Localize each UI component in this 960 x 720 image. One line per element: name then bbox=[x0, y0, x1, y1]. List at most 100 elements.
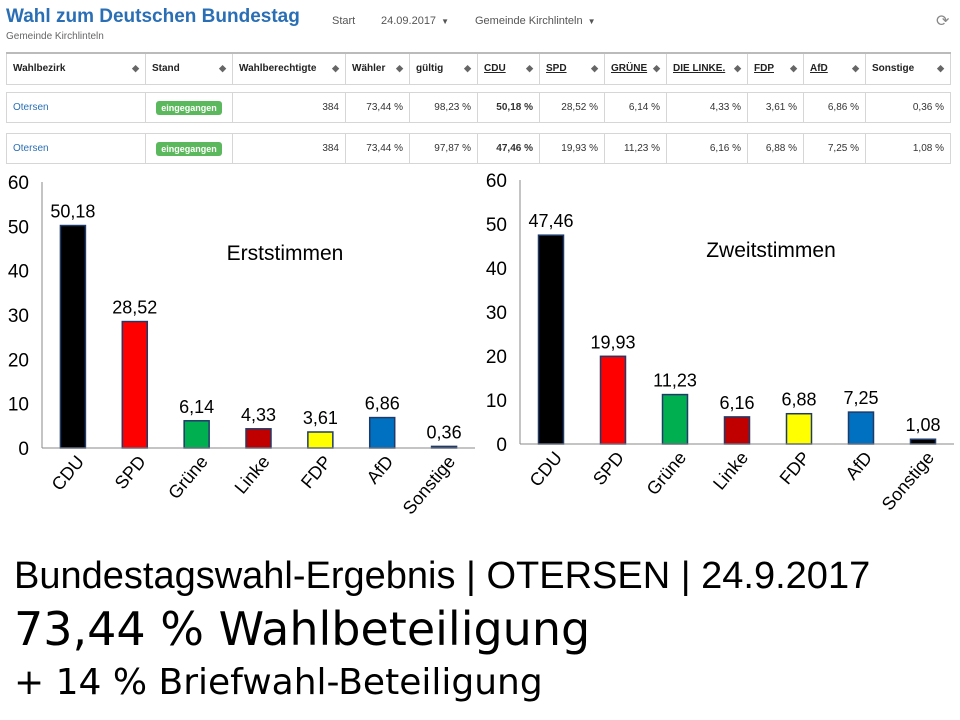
table-cell: 3,61 % bbox=[747, 92, 804, 123]
table-cell: 6,86 % bbox=[803, 92, 866, 123]
sort-icon: ◆ bbox=[653, 63, 660, 74]
chevron-down-icon: ▼ bbox=[441, 17, 449, 26]
column-header-waehler[interactable]: Wähler ◆ bbox=[345, 52, 410, 85]
sort-icon: ◆ bbox=[132, 63, 139, 74]
chart-title: Erststimmen bbox=[227, 242, 344, 265]
y-tick-label: 30 bbox=[8, 306, 29, 327]
table-cell: 73,44 % bbox=[345, 133, 410, 164]
nav-start-link[interactable]: Start bbox=[332, 15, 355, 27]
table-row: Otersen eingegangen 384 73,44 % 97,87 % … bbox=[6, 133, 951, 164]
x-tick-label: SPD bbox=[111, 452, 150, 493]
sort-icon: ◆ bbox=[332, 63, 339, 74]
bar-cdu bbox=[59, 224, 87, 449]
footer-postal-vote: + 14 % Briefwahl-Beteiligung bbox=[14, 662, 543, 703]
y-tick-label: 40 bbox=[8, 262, 29, 283]
data-label: 1,08 bbox=[905, 415, 940, 435]
data-label: 6,86 bbox=[365, 394, 400, 414]
x-tick-label: CDU bbox=[526, 448, 566, 491]
y-tick-label: 50 bbox=[486, 215, 507, 236]
column-header-wahlbezirk[interactable]: Wahlbezirk ◆ bbox=[6, 52, 146, 85]
nav-start-label: Start bbox=[332, 15, 356, 27]
table-row: Otersen eingegangen 384 73,44 % 98,23 % … bbox=[6, 92, 951, 123]
bar-cdu bbox=[537, 234, 565, 445]
table-cell: 47,46 % bbox=[477, 133, 540, 164]
table-cell: 6,14 % bbox=[604, 92, 667, 123]
bar-fdp bbox=[785, 412, 813, 445]
column-header-sonstige[interactable]: Sonstige ◆ bbox=[865, 52, 951, 85]
column-header-spd[interactable]: SPD ◆ bbox=[539, 52, 605, 85]
data-label: 3,61 bbox=[303, 408, 338, 428]
table-cell: 384 bbox=[232, 133, 346, 164]
y-tick-label: 10 bbox=[8, 395, 29, 416]
wahlbezirk-link[interactable]: Otersen bbox=[6, 133, 146, 164]
sort-icon: ◆ bbox=[852, 63, 859, 74]
x-tick-label: Grüne bbox=[643, 448, 690, 499]
x-tick-label: AfD bbox=[363, 452, 398, 488]
column-header-wahlberechtigte[interactable]: Wahlberechtigte ◆ bbox=[232, 52, 346, 85]
column-header-gruene[interactable]: GRÜNE ◆ bbox=[604, 52, 667, 85]
table-cell: 6,16 % bbox=[666, 133, 748, 164]
x-tick-label: Sonstige bbox=[399, 452, 459, 519]
sort-icon: ◆ bbox=[591, 63, 598, 74]
footer-title: Bundestagswahl-Ergebnis | OTERSEN | 24.9… bbox=[14, 555, 871, 597]
data-label: 6,88 bbox=[781, 390, 816, 410]
column-header-linke[interactable]: DIE LINKE. ◆ bbox=[666, 52, 748, 85]
x-tick-label: FDP bbox=[297, 452, 335, 492]
data-label: 6,16 bbox=[719, 393, 754, 413]
y-tick-label: 0 bbox=[18, 439, 29, 460]
sort-icon: ◆ bbox=[219, 63, 226, 74]
y-tick-label: 30 bbox=[486, 303, 507, 324]
table-cell: 7,25 % bbox=[803, 133, 866, 164]
y-tick-label: 20 bbox=[486, 347, 507, 368]
table-cell: 19,93 % bbox=[539, 133, 605, 164]
column-header-gueltig[interactable]: gültig ◆ bbox=[409, 52, 478, 85]
wahlbezirk-link[interactable]: Otersen bbox=[6, 92, 146, 123]
x-tick-label: FDP bbox=[776, 448, 814, 488]
bar-spd bbox=[121, 320, 149, 449]
bar-afd bbox=[847, 411, 875, 445]
sort-icon: ◆ bbox=[464, 63, 471, 74]
date-dropdown[interactable]: 24.09.2017 ▼ bbox=[381, 15, 449, 27]
app-title[interactable]: Wahl zum Deutschen Bundestag bbox=[6, 6, 300, 27]
table-cell: 4,33 % bbox=[666, 92, 748, 123]
x-tick-label: Sonstige bbox=[878, 448, 938, 515]
results-table-erststimmen: Otersen eingegangen 384 73,44 % 98,23 % … bbox=[6, 92, 951, 123]
bar-spd bbox=[599, 355, 627, 445]
bar-linke bbox=[723, 416, 751, 445]
column-header-fdp[interactable]: FDP ◆ bbox=[747, 52, 804, 85]
table-cell: 97,87 % bbox=[409, 133, 478, 164]
bar-fdp bbox=[307, 431, 334, 449]
y-tick-label: 60 bbox=[8, 173, 29, 194]
x-tick-label: Grüne bbox=[164, 452, 211, 503]
table-cell: 98,23 % bbox=[409, 92, 478, 123]
bar-grüne bbox=[661, 393, 689, 445]
table-cell: 1,08 % bbox=[865, 133, 951, 164]
results-table-zweitstimmen: Otersen eingegangen 384 73,44 % 97,87 % … bbox=[6, 133, 951, 164]
table-cell: 73,44 % bbox=[345, 92, 410, 123]
date-dropdown-label: 24.09.2017 bbox=[381, 15, 437, 27]
gemeinde-dropdown[interactable]: Gemeinde Kirchlinteln ▼ bbox=[475, 15, 596, 27]
bar-sonstige bbox=[909, 438, 937, 445]
refresh-icon[interactable]: ⟳ bbox=[936, 13, 950, 30]
data-label: 47,46 bbox=[528, 211, 573, 231]
column-header-cdu[interactable]: CDU ◆ bbox=[477, 52, 540, 85]
table-cell: 50,18 % bbox=[477, 92, 540, 123]
gemeinde-dropdown-label: Gemeinde Kirchlinteln bbox=[475, 15, 583, 27]
column-header-stand[interactable]: Stand ◆ bbox=[145, 52, 233, 85]
sort-icon: ◆ bbox=[526, 63, 533, 74]
data-label: 7,25 bbox=[843, 388, 878, 408]
data-label: 0,36 bbox=[427, 422, 462, 442]
y-tick-label: 0 bbox=[496, 435, 507, 456]
bar-afd bbox=[368, 416, 396, 449]
data-label: 11,23 bbox=[653, 371, 697, 391]
table-cell: 384 bbox=[232, 92, 346, 123]
data-label: 19,93 bbox=[590, 332, 635, 352]
y-tick-label: 50 bbox=[8, 217, 29, 238]
sort-icon: ◆ bbox=[790, 63, 797, 74]
x-tick-label: Linke bbox=[231, 452, 274, 498]
x-tick-label: Linke bbox=[709, 448, 752, 494]
data-label: 28,52 bbox=[112, 298, 157, 318]
column-header-afd[interactable]: AfD ◆ bbox=[803, 52, 866, 85]
y-tick-label: 10 bbox=[486, 391, 507, 412]
table-cell: 6,88 % bbox=[747, 133, 804, 164]
